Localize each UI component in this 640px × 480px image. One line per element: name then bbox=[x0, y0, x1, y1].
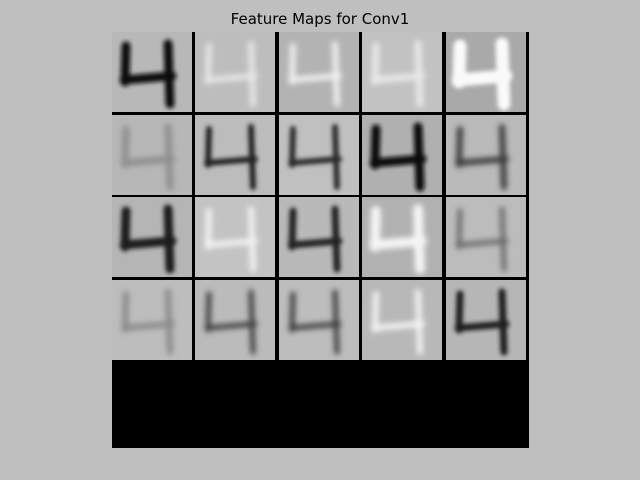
feature-map-1 bbox=[112, 32, 192, 112]
feature-map-18 bbox=[279, 280, 359, 360]
feature-map-5 bbox=[446, 32, 526, 112]
feature-map-15 bbox=[446, 197, 526, 277]
feature-map-17 bbox=[195, 280, 275, 360]
feature-map-6 bbox=[112, 115, 192, 195]
feature-map-20 bbox=[446, 280, 526, 360]
feature-map-7 bbox=[195, 115, 275, 195]
feature-map-2 bbox=[195, 32, 275, 112]
empty-grid-row bbox=[112, 362, 529, 448]
feature-map-10 bbox=[446, 115, 526, 195]
feature-map-12 bbox=[195, 197, 275, 277]
feature-map-14 bbox=[362, 197, 442, 277]
feature-map-9 bbox=[362, 115, 442, 195]
feature-map-3 bbox=[279, 32, 359, 112]
feature-map-8 bbox=[279, 115, 359, 195]
figure-title: Feature Maps for Conv1 bbox=[230, 10, 410, 28]
feature-map-4 bbox=[362, 32, 442, 112]
feature-map-16 bbox=[112, 280, 192, 360]
feature-map-grid bbox=[112, 32, 529, 448]
feature-map-19 bbox=[362, 280, 442, 360]
feature-map-11 bbox=[112, 197, 192, 277]
feature-map-13 bbox=[279, 197, 359, 277]
